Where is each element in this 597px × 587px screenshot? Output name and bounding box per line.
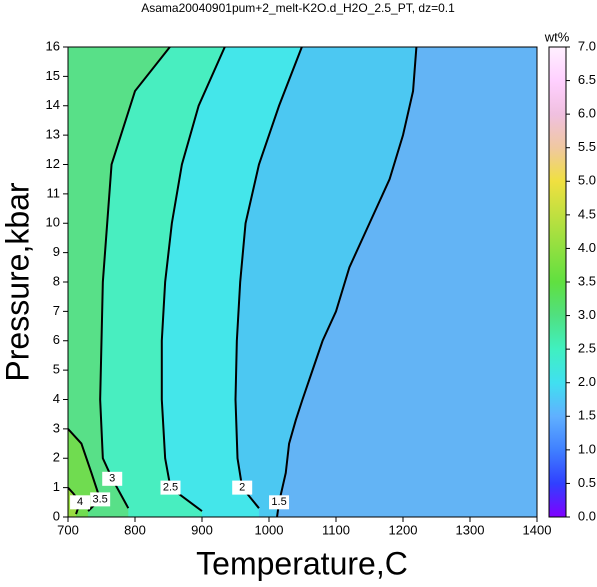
y-tick-label: 14 xyxy=(46,97,60,112)
x-tick-label: 700 xyxy=(57,522,79,537)
colorbar-tick-label: 1.0 xyxy=(578,441,596,456)
y-tick-label: 13 xyxy=(46,127,60,142)
y-tick-label: 1 xyxy=(53,479,60,494)
colorbar-tick-label: 3.5 xyxy=(578,273,596,288)
colorbar-tick-label: 2.0 xyxy=(578,374,596,389)
contour-label: 2 xyxy=(239,482,245,494)
contour-line xyxy=(276,47,418,517)
y-tick-label: 0 xyxy=(53,508,60,523)
contour-label-bg xyxy=(232,480,253,495)
contour-label: 1.5 xyxy=(271,496,286,508)
plot: 1.5 2 2.5 33.5 4 xyxy=(68,47,537,517)
contour-label-bg xyxy=(102,471,123,486)
x-tick-label: 1000 xyxy=(255,522,284,537)
contour-label: 4 xyxy=(77,496,83,508)
y-tick-label: 16 xyxy=(46,38,60,53)
colorbar-tick-label: 0.0 xyxy=(578,508,596,523)
x-tick-label: 1100 xyxy=(322,522,350,537)
contour-label: 3.5 xyxy=(93,493,108,505)
x-tick-label: 1400 xyxy=(523,522,552,537)
colorbar xyxy=(548,46,567,518)
x-tick-label: 1300 xyxy=(456,522,485,537)
y-tick-label: 2 xyxy=(53,450,60,465)
chart-title: Asama20040901pum+2_melt-K2O.d_H2O_2.5_PT… xyxy=(141,1,455,15)
colorbar-tick-label: 0.5 xyxy=(578,475,596,490)
y-tick-label: 3 xyxy=(53,420,60,435)
x-axis-label: Temperature,C xyxy=(196,545,408,581)
x-tick-label: 900 xyxy=(191,522,213,537)
x-tick-label: 1200 xyxy=(389,522,418,537)
contour-line xyxy=(160,47,226,512)
y-tick-label: 11 xyxy=(47,185,61,200)
y-tick-label: 4 xyxy=(53,391,60,406)
y-tick-label: 6 xyxy=(53,332,60,347)
y-tick-label: 12 xyxy=(46,156,60,171)
colorbar-tick-label: 5.5 xyxy=(578,139,596,154)
contour-fill xyxy=(68,47,170,517)
contour-label-bg xyxy=(160,480,181,495)
y-tick-label: 10 xyxy=(46,215,60,230)
colorbar-label: wt% xyxy=(544,29,570,44)
y-axis-label: Pressure,kbar xyxy=(0,182,35,382)
colorbar-tick-label: 4.0 xyxy=(578,240,596,255)
y-tick-label: 9 xyxy=(53,244,60,259)
colorbar-tick-label: 2.5 xyxy=(578,341,596,356)
contour-label: 2.5 xyxy=(163,482,178,494)
contour-label: 3 xyxy=(109,473,115,485)
contour-line xyxy=(234,47,303,509)
colorbar-tick-label: 7.0 xyxy=(578,38,596,53)
colorbar-tick-label: 5.0 xyxy=(578,173,596,188)
x-tick-label: 800 xyxy=(124,522,146,537)
y-tick-label: 7 xyxy=(53,303,60,318)
contour-label-bg xyxy=(269,495,290,510)
y-tick-label: 15 xyxy=(46,68,60,83)
contour-label-bg xyxy=(90,492,111,507)
y-tick-label: 5 xyxy=(53,362,60,377)
colorbar-tick-label: 4.5 xyxy=(578,206,596,221)
colorbar-tick-label: 6.0 xyxy=(578,106,596,121)
y-tick-label: 8 xyxy=(53,273,60,288)
colorbar-tick-label: 1.5 xyxy=(578,408,596,423)
colorbar-tick-label: 6.5 xyxy=(578,72,596,87)
colorbar-tick-label: 3.0 xyxy=(578,307,596,322)
contour-label-bg xyxy=(70,495,91,510)
